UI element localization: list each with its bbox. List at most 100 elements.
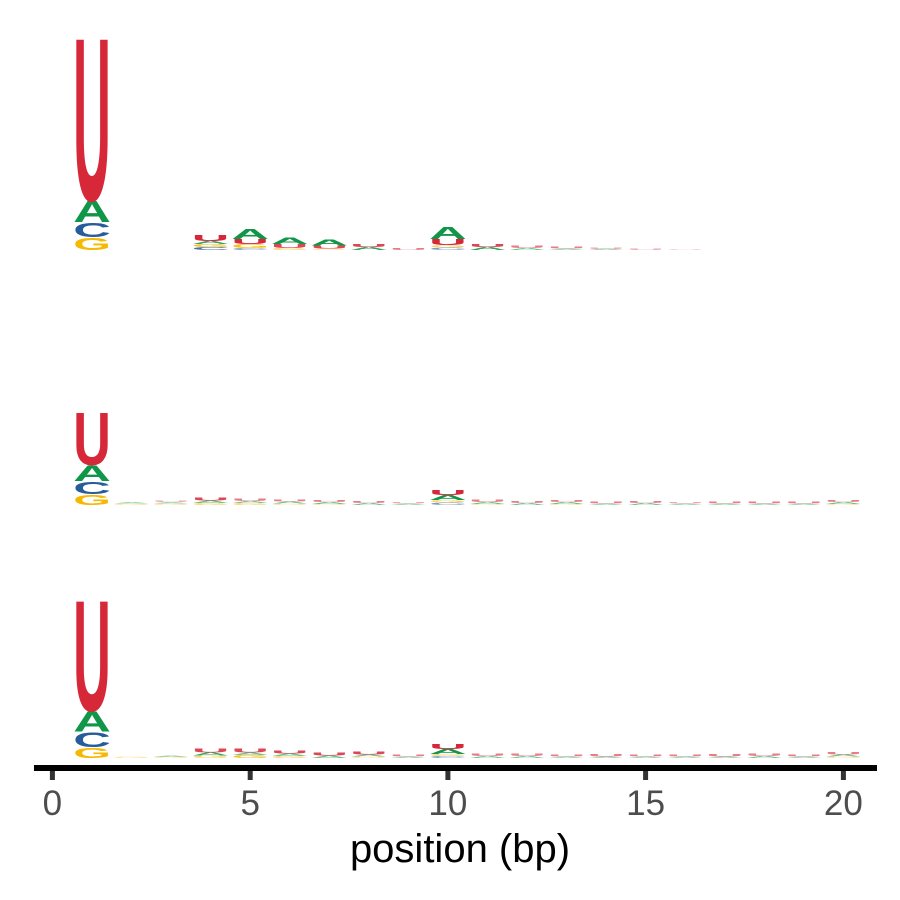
x-tick-mark bbox=[49, 771, 55, 780]
logo-letter-U: U bbox=[746, 753, 784, 757]
logo-letter-U: U bbox=[469, 499, 507, 503]
logo-letter-U: U bbox=[666, 502, 704, 504]
x-tick-mark bbox=[643, 771, 649, 780]
logo-letter-A: A bbox=[271, 501, 309, 504]
logo-letter-A: A bbox=[587, 249, 625, 251]
logo-letter-U: U bbox=[390, 502, 428, 504]
x-tick-label: 5 bbox=[240, 784, 259, 823]
logo-letter-A: A bbox=[231, 226, 269, 243]
logo-letter-A: A bbox=[508, 248, 546, 251]
logo-letter-A: A bbox=[231, 501, 269, 504]
logo-letter-G: G bbox=[192, 755, 230, 759]
logo-letter-G: G bbox=[311, 504, 349, 506]
logo-letter-G: G bbox=[271, 503, 309, 505]
logo-letter-A: A bbox=[192, 240, 230, 245]
logo-letter-C: C bbox=[429, 502, 467, 506]
logo-letter-U: U bbox=[627, 501, 665, 504]
x-tick-mark bbox=[247, 771, 253, 780]
logo-letter-A: A bbox=[113, 502, 151, 504]
logo-letter-U: U bbox=[666, 249, 704, 250]
logo-letter-G: G bbox=[73, 234, 111, 254]
logo-letter-U: U bbox=[627, 754, 665, 757]
x-axis: 0 5 10 15 20 bbox=[34, 765, 877, 823]
logo-letter-G: G bbox=[469, 504, 507, 506]
logo-letter-A: A bbox=[587, 756, 625, 758]
logo-letter-G: G bbox=[231, 754, 269, 759]
logo-letter-A: A bbox=[350, 246, 388, 251]
logo-letter-A: A bbox=[706, 756, 744, 758]
logo-letter-A: A bbox=[429, 494, 467, 502]
logo-letter-U: U bbox=[508, 501, 546, 504]
logo-letter-G: G bbox=[152, 757, 190, 759]
x-axis-title: position (bp) bbox=[350, 827, 570, 871]
logo-letter-G: G bbox=[231, 503, 269, 506]
logo-letter-U: U bbox=[429, 238, 467, 247]
logo-letter-A: A bbox=[271, 235, 309, 246]
logo-letter-U: U bbox=[192, 497, 230, 502]
logo-letter-C: C bbox=[73, 478, 111, 498]
logo-letter-A: A bbox=[271, 753, 309, 757]
logo-letter-C: C bbox=[192, 246, 230, 251]
logo-letter-A: A bbox=[73, 705, 111, 737]
logo-letter-U: U bbox=[192, 748, 230, 754]
logo-letter-A: A bbox=[350, 503, 388, 506]
logo-letter-U: U bbox=[469, 753, 507, 757]
logo-letter-U: U bbox=[627, 249, 665, 251]
logo-letter-C: C bbox=[73, 728, 111, 751]
logo-letter-U: U bbox=[548, 754, 586, 757]
x-tick-label: 10 bbox=[428, 784, 467, 823]
logo-letter-U: U bbox=[390, 248, 428, 251]
logo-letter-A: A bbox=[152, 755, 190, 757]
logo-letter-C: C bbox=[429, 247, 467, 251]
logo-letter-U: U bbox=[271, 750, 309, 755]
logo-letter-U: U bbox=[587, 753, 625, 757]
logo-letter-U: U bbox=[231, 238, 269, 246]
logo-letter-U: U bbox=[587, 501, 625, 504]
logo-letter-U: U bbox=[785, 501, 823, 504]
logo-letter-A: A bbox=[152, 502, 190, 504]
logo-letter-G: G bbox=[311, 248, 349, 250]
logo-letter-U: U bbox=[706, 501, 744, 504]
logo-letter-G: G bbox=[192, 243, 230, 248]
logo-letter-A: A bbox=[666, 756, 704, 758]
logo-letter-A: A bbox=[508, 756, 546, 759]
logo-letter-A: A bbox=[548, 502, 586, 505]
logo-letter-U: U bbox=[785, 754, 823, 757]
logo-letter-G: G bbox=[271, 248, 309, 251]
logo-letter-U: U bbox=[311, 245, 349, 250]
logo-letter-A: A bbox=[311, 238, 349, 247]
logo-letter-A: A bbox=[429, 223, 467, 243]
logo-letter-U: U bbox=[350, 501, 388, 504]
logo-letter-A: A bbox=[73, 461, 111, 486]
logo-letter-U: U bbox=[152, 500, 190, 502]
logo-letter-A: A bbox=[706, 503, 744, 505]
logo-letter-U: U bbox=[271, 243, 309, 249]
logo-letter-U: U bbox=[192, 234, 230, 243]
x-tick-mark bbox=[840, 771, 846, 780]
logo-letter-G: G bbox=[429, 754, 467, 757]
logo-letter-U: U bbox=[825, 500, 863, 503]
logo-letter-A: A bbox=[469, 246, 507, 251]
logo-letter-U: U bbox=[666, 754, 704, 757]
logo-letter-G: G bbox=[429, 499, 467, 503]
logo-letter-A: A bbox=[825, 502, 863, 505]
logo-letter-G: G bbox=[231, 243, 269, 249]
logo-letter-A: A bbox=[785, 756, 823, 758]
logo-letter-U: U bbox=[390, 754, 428, 757]
logo-letter-A: A bbox=[508, 503, 546, 506]
x-tick-mark bbox=[445, 771, 451, 780]
logo-letter-G: G bbox=[73, 492, 111, 509]
logo-letter-A: A bbox=[666, 503, 704, 505]
logo-letter-G: G bbox=[429, 244, 467, 248]
logo-letter-A: A bbox=[390, 756, 428, 758]
logo-letter-U: U bbox=[311, 500, 349, 503]
logo-letter-A: A bbox=[627, 503, 665, 506]
logo-letter-G: G bbox=[192, 503, 230, 506]
logo-letter-C: C bbox=[429, 756, 467, 759]
logo-letter-A: A bbox=[825, 754, 863, 757]
logo-letter-G: G bbox=[271, 756, 309, 759]
